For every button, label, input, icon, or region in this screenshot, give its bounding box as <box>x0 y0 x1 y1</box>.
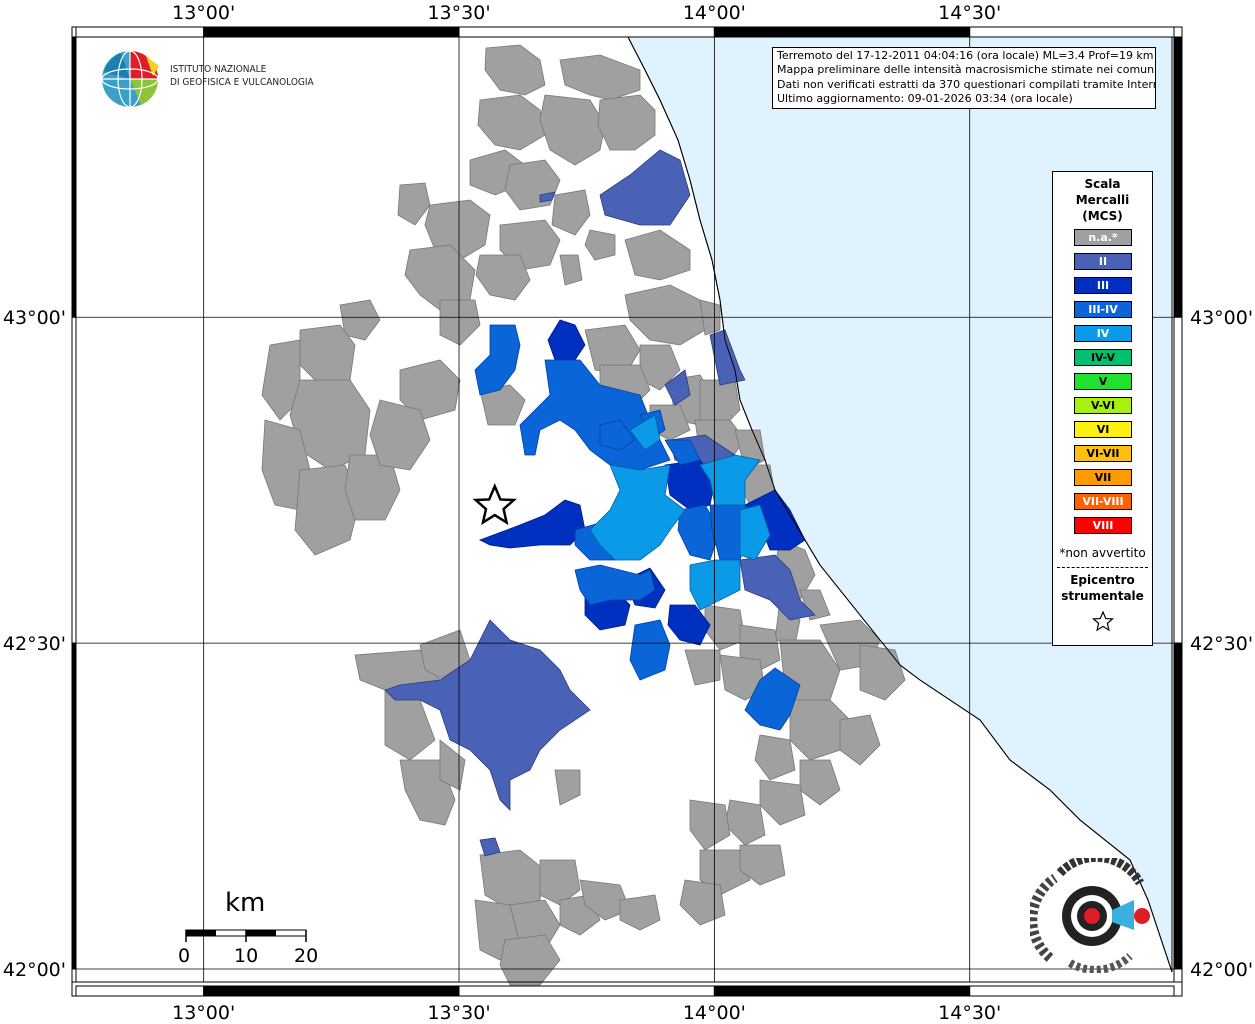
frame-bar-right-1 <box>1173 316 1183 644</box>
mercalli-legend: Scala Mercalli (MCS) n.a.* II III III-IV IV I… <box>1052 171 1153 646</box>
legend-note: *non avvertito <box>1059 546 1146 560</box>
legend-epicenter-title: Epicentro strumentale <box>1053 572 1152 604</box>
lon-label-top-1: 13°30' <box>427 2 490 24</box>
legend-title-line-1: Scala <box>1084 177 1121 191</box>
frame-bar-bottom-1 <box>203 985 460 997</box>
municipalities-not-felt <box>261 44 906 986</box>
lat-label-left-0: 43°00' <box>3 307 66 329</box>
legend-title-line-3: (MCS) <box>1082 209 1123 223</box>
legend-swatch-11: VII-VIII <box>1074 493 1132 510</box>
lat-label-right-0: 43°00' <box>1190 307 1253 329</box>
legend-swatch-10: VII <box>1074 469 1132 486</box>
legend-star-icon <box>1091 610 1115 632</box>
legend-swatch-6: V <box>1074 373 1132 390</box>
logo-line-1: ISTITUTO NAZIONALE <box>170 64 267 75</box>
event-info-line-3: Dati non verificati estratti da 370 ques… <box>777 77 1156 91</box>
legend-swatch-0: n.a.* <box>1074 229 1132 246</box>
lat-label-left-1: 42°30' <box>3 633 66 655</box>
legend-epicenter-line-2: strumentale <box>1061 589 1144 603</box>
frame-bar-top-3 <box>713 26 971 38</box>
logo-line-2: DI GEOFISICA E VULCANOLOGIA <box>170 77 314 88</box>
frame-bar-right-0 <box>1173 36 1183 318</box>
frame-bar-left-0 <box>71 36 77 318</box>
scale-unit-label: km <box>225 888 266 918</box>
frame-bar-bottom-2 <box>458 985 715 997</box>
legend-title: Scala Mercalli (MCS) <box>1053 176 1152 224</box>
lat-label-right-2: 42°00' <box>1190 959 1253 981</box>
scale-tick-20: 20 <box>294 945 319 967</box>
ingv-globe-logo <box>101 50 159 108</box>
legend-swatch-5: IV-V <box>1074 349 1132 366</box>
frame-bar-bottom-4 <box>969 985 1175 997</box>
lon-label-bottom-3: 14°30' <box>938 1002 1001 1024</box>
legend-swatch-9: VI-VII <box>1074 445 1132 462</box>
map-frame <box>71 26 1183 997</box>
frame-bar-left-2 <box>71 642 77 970</box>
event-info-line-2: Mappa preliminare delle intensità macros… <box>777 63 1156 77</box>
frame-bar-top-2 <box>458 26 715 38</box>
lon-label-top-3: 14°30' <box>938 2 1001 24</box>
legend-swatch-2: III <box>1074 277 1132 294</box>
legend-swatch-8: VI <box>1074 421 1132 438</box>
epicenter-star-icon[interactable] <box>472 483 517 526</box>
frame-bar-top-1 <box>203 26 460 38</box>
legend-swatch-4: IV <box>1074 325 1132 342</box>
legend-swatch-12: VIII <box>1074 517 1132 534</box>
legend-swatch-7: V-VI <box>1074 397 1132 414</box>
lon-label-top-0: 13°00' <box>172 2 235 24</box>
graticule <box>76 37 1174 982</box>
frame-bar-left-3 <box>71 968 77 983</box>
frame-bar-top-0 <box>75 26 205 38</box>
event-info-line-4: Ultimo aggiornamento: 09-01-2026 03:34 (… <box>777 92 1073 106</box>
legend-swatch-1: II <box>1074 253 1132 270</box>
event-info-box: Terremoto del 17-12-2011 04:04:16 (ora l… <box>772 47 1156 109</box>
legend-epicenter-line-1: Epicentro <box>1070 573 1135 587</box>
event-info-line-1: Terremoto del 17-12-2011 04:04:16 (ora l… <box>777 49 1154 62</box>
scale-bar <box>185 929 307 942</box>
legend-divider <box>1057 567 1148 568</box>
lat-label-right-1: 42°30' <box>1190 633 1253 655</box>
frame-bar-right-2 <box>1173 642 1183 970</box>
lon-label-bottom-0: 13°00' <box>172 1002 235 1024</box>
ingv-logo-text: ISTITUTO NAZIONALE DI GEOFISICA E VULCAN… <box>170 63 314 89</box>
haisentito-logo <box>1030 858 1150 973</box>
frame-bar-left-1 <box>71 316 77 644</box>
lon-label-bottom-1: 13°30' <box>427 1002 490 1024</box>
lon-label-top-2: 14°00' <box>683 2 746 24</box>
lat-label-left-2: 42°00' <box>3 959 66 981</box>
frame-bar-right-3 <box>1173 968 1183 983</box>
coastline <box>627 36 1173 973</box>
frame-bar-top-4 <box>969 26 1175 38</box>
scale-tick-0: 0 <box>178 945 191 967</box>
municipalities-intensity-IV <box>589 414 771 611</box>
scale-tick-10: 10 <box>234 945 259 967</box>
legend-title-line-2: Mercalli <box>1075 193 1130 207</box>
legend-swatch-3: III-IV <box>1074 301 1132 318</box>
frame-bar-bottom-0 <box>75 985 205 997</box>
frame-bar-bottom-3 <box>713 985 971 997</box>
lon-label-bottom-2: 14°00' <box>683 1002 746 1024</box>
tick-labels: 13°00' 13°00' 13°30' 13°30' 14°00' 14°00' 14°3… <box>3 2 1253 1024</box>
